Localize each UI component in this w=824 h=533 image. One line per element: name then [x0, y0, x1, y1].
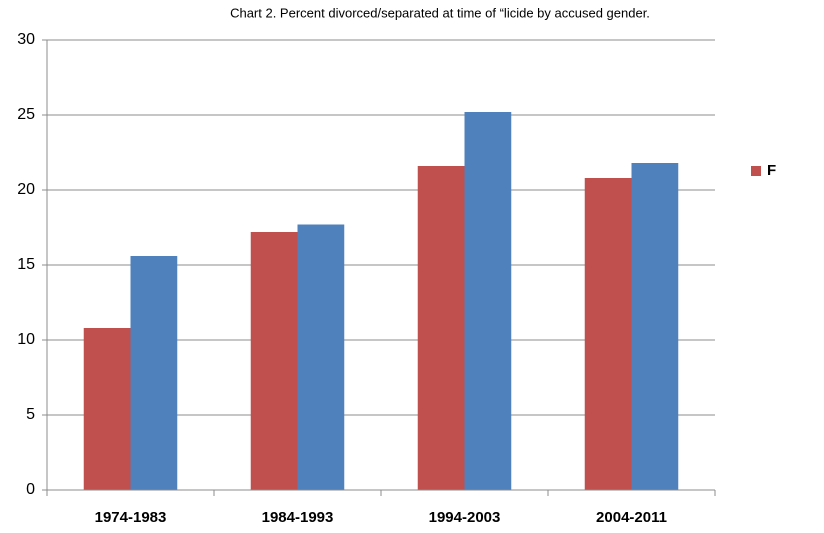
bar — [584, 178, 632, 490]
y-tick-label: 5 — [26, 406, 35, 423]
chart-title: Chart 2. Percent divorced/separated at t… — [230, 5, 650, 20]
bar — [250, 232, 298, 490]
bar — [417, 166, 465, 490]
bar — [297, 224, 345, 490]
bar — [130, 256, 178, 490]
x-tick-label: 2004-2011 — [596, 509, 667, 526]
x-tick-label: 1994-2003 — [429, 509, 501, 526]
bar — [631, 163, 679, 490]
legend-swatch — [751, 166, 761, 176]
bar — [464, 112, 512, 490]
y-tick-label: 10 — [17, 331, 35, 348]
x-tick-label: 1974-1983 — [95, 509, 167, 526]
y-tick-label: 20 — [17, 181, 35, 198]
y-tick-label: 25 — [17, 106, 35, 123]
bar — [83, 328, 131, 490]
x-tick-label: 1984-1993 — [262, 509, 334, 526]
y-tick-label: 30 — [17, 31, 35, 48]
legend-label: F — [767, 162, 776, 179]
y-tick-label: 0 — [26, 481, 35, 498]
y-tick-label: 15 — [17, 256, 35, 273]
